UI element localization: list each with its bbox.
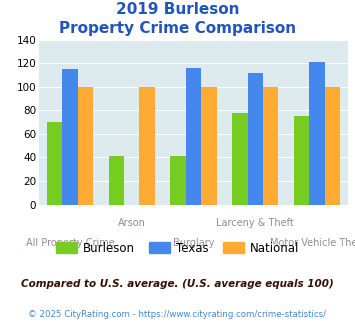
Legend: Burleson, Texas, National: Burleson, Texas, National	[51, 237, 304, 259]
Bar	[232, 113, 247, 205]
Bar	[201, 87, 217, 205]
Bar	[62, 69, 78, 205]
Bar	[325, 87, 340, 205]
Text: Larceny & Theft: Larceny & Theft	[216, 218, 294, 228]
Bar	[186, 68, 201, 205]
Text: Burglary: Burglary	[173, 238, 214, 248]
Text: 2019 Burleson: 2019 Burleson	[116, 2, 239, 16]
Bar	[140, 87, 155, 205]
Text: Property Crime Comparison: Property Crime Comparison	[59, 21, 296, 36]
Text: All Property Crime: All Property Crime	[26, 238, 114, 248]
Bar	[294, 116, 309, 205]
Text: Compared to U.S. average. (U.S. average equals 100): Compared to U.S. average. (U.S. average …	[21, 279, 334, 289]
Text: © 2025 CityRating.com - https://www.cityrating.com/crime-statistics/: © 2025 CityRating.com - https://www.city…	[28, 310, 327, 319]
Text: Arson: Arson	[118, 218, 146, 228]
Bar	[247, 73, 263, 205]
Bar	[309, 62, 325, 205]
Bar	[109, 156, 124, 205]
Bar	[170, 156, 186, 205]
Text: Motor Vehicle Theft: Motor Vehicle Theft	[270, 238, 355, 248]
Bar	[47, 122, 62, 205]
Bar	[263, 87, 278, 205]
Bar	[78, 87, 93, 205]
